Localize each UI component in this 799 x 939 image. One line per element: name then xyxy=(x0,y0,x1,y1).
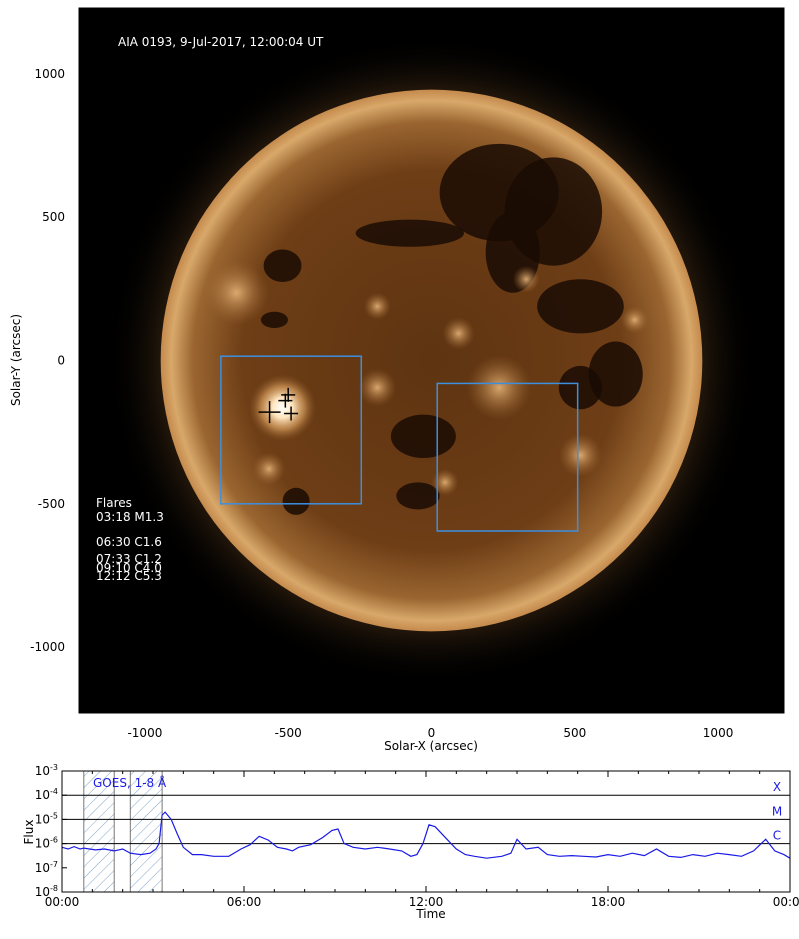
goes-y-axis-title: Flux xyxy=(22,820,36,845)
goes-x-tick-label: 06:00 xyxy=(227,895,262,909)
goes-x-tick-label: 18:00 xyxy=(591,895,626,909)
flare-legend-entry: 12:12 C5.3 xyxy=(96,569,162,583)
bright-patch xyxy=(358,368,397,407)
flare-marker xyxy=(281,387,296,402)
x-axis-title: Solar-X (arcsec) xyxy=(384,739,478,753)
bright-patch xyxy=(512,265,540,293)
goes-flux-line xyxy=(62,811,790,859)
coronal-hole xyxy=(355,219,464,247)
flare-legend-entry: 03:18 M1.3 xyxy=(96,510,164,524)
bright-patch xyxy=(442,317,475,350)
flare-markers xyxy=(258,387,299,424)
goes-x-tick-label: 00:00 xyxy=(45,895,80,909)
flare-legend-entry: 09:10 C4.0 xyxy=(96,561,162,575)
bright-patch xyxy=(621,306,649,334)
image-title: AIA 0193, 9-Jul-2017, 12:00:04 UT xyxy=(118,35,324,49)
goes-series-label: GOES, 1-8 Å xyxy=(93,775,167,790)
goes-y-tick-label: 10-7 xyxy=(35,860,58,875)
goes-y-tick-label: 10-5 xyxy=(35,811,58,826)
goes-y-tick-label: 10-4 xyxy=(35,787,58,802)
goes-y-tick-label: 10-8 xyxy=(35,884,58,899)
goes-flux-panel: XMC GOES, 1-8 Å 00:00 06:00 12:00 18:00 00:0… xyxy=(22,763,799,921)
coronal-hole xyxy=(396,482,440,510)
flare-legend-entry: 07:33 C1.2 xyxy=(96,552,162,566)
image-axes: -1000 -500 0 500 1000 1000 500 0 -500 -1000 xyxy=(30,8,784,740)
bright-patch xyxy=(466,355,532,421)
region-boxes xyxy=(220,355,579,532)
data-gap xyxy=(83,770,115,893)
region-box xyxy=(436,382,579,532)
y-tick-label: 1000 xyxy=(34,67,65,81)
y-tick-label: 500 xyxy=(42,210,65,224)
class-level-label: C xyxy=(773,829,781,843)
x-tick-label: 1000 xyxy=(703,726,734,740)
bright-patch xyxy=(204,260,270,326)
x-tick-label: 0 xyxy=(428,726,436,740)
active-region-glow xyxy=(248,374,317,442)
bright-patch xyxy=(431,468,459,496)
flare-legend-title: Flares xyxy=(96,496,132,510)
coronal-hole xyxy=(390,414,456,458)
goes-axes: 00:0006:0012:0018:0000:0010-810-710-610-… xyxy=(35,763,799,909)
solar-image-panel: AIA 0193, 9-Jul-2017, 12:00:04 UT Flares… xyxy=(9,7,785,753)
flare-marker xyxy=(284,406,299,421)
class-level-label: M xyxy=(772,804,782,818)
flare-marker xyxy=(278,393,293,408)
class-level-label: X xyxy=(773,780,781,794)
coronal-hole xyxy=(537,279,624,334)
class-level-lines: XMC xyxy=(62,780,790,845)
goes-background xyxy=(62,771,790,892)
x-tick-label: -1000 xyxy=(127,726,162,740)
y-tick-label: -1000 xyxy=(30,640,65,654)
goes-x-tick-label: 12:00 xyxy=(409,895,444,909)
flare-marker xyxy=(258,401,281,424)
goes-x-axis-title: Time xyxy=(415,907,445,921)
flare-legend-entry: 06:30 C1.6 xyxy=(96,535,162,549)
data-gaps xyxy=(83,770,163,893)
coronal-hole xyxy=(588,341,643,407)
flare-legend: Flares 03:18 M1.3 06:30 C1.6 07:33 C1.2 … xyxy=(96,496,164,583)
goes-y-tick-label: 10-3 xyxy=(35,763,58,778)
y-axis-title: Solar-Y (arcsec) xyxy=(9,314,23,406)
region-box xyxy=(220,355,363,505)
goes-x-tick-label: 00:00 xyxy=(773,895,799,909)
disk-features xyxy=(204,143,649,515)
x-tick-label: 500 xyxy=(563,726,586,740)
bright-patch xyxy=(252,452,286,486)
data-gap xyxy=(129,770,163,893)
bright-patch xyxy=(558,433,603,477)
x-tick-label: -500 xyxy=(275,726,302,740)
coronal-hole xyxy=(558,365,603,410)
y-tick-label: -500 xyxy=(38,497,65,511)
goes-y-tick-label: 10-6 xyxy=(35,836,58,851)
bright-patch xyxy=(363,292,391,320)
coronal-hole xyxy=(263,249,302,282)
coronal-hole xyxy=(260,311,288,329)
y-tick-label: 0 xyxy=(57,354,65,368)
coronal-hole xyxy=(282,487,310,515)
